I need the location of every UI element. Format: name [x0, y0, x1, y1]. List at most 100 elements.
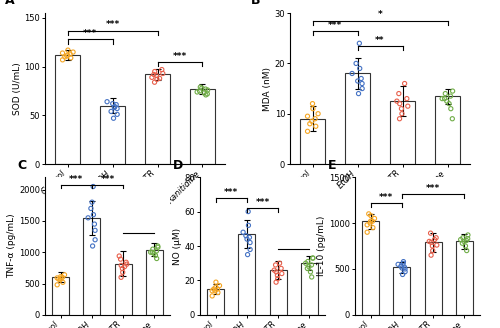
- Point: [354, 78, 362, 84]
- Point: [193, 89, 201, 94]
- Point: [122, 260, 130, 265]
- Point: [308, 119, 316, 124]
- Point: [107, 109, 115, 114]
- Point: [356, 41, 364, 46]
- Point: [152, 248, 160, 254]
- Point: [309, 106, 317, 111]
- Point: [398, 272, 406, 277]
- Point: [304, 113, 312, 119]
- Point: [306, 121, 314, 126]
- Point: [363, 230, 371, 235]
- Point: [358, 81, 366, 86]
- Point: [308, 274, 316, 279]
- Point: [123, 261, 131, 267]
- Point: [113, 112, 121, 117]
- Point: [208, 293, 216, 298]
- Point: [63, 53, 71, 59]
- Bar: [345, 73, 370, 164]
- Point: [428, 248, 436, 253]
- Text: ***: ***: [224, 188, 238, 197]
- Bar: [394, 267, 410, 315]
- Text: ***: ***: [426, 184, 440, 193]
- Point: [208, 288, 216, 293]
- Point: [204, 87, 212, 92]
- Point: [88, 199, 96, 205]
- Point: [274, 273, 281, 278]
- Point: [66, 51, 74, 57]
- Point: [398, 106, 406, 111]
- Point: [368, 218, 376, 224]
- Point: [309, 256, 317, 261]
- Point: [244, 252, 252, 257]
- Point: [115, 254, 123, 259]
- Y-axis label: TNF-α (pg/mL): TNF-α (pg/mL): [8, 214, 16, 278]
- Point: [196, 88, 203, 93]
- Point: [272, 269, 280, 275]
- Point: [90, 221, 98, 227]
- Point: [401, 266, 409, 272]
- Point: [425, 239, 433, 244]
- Point: [53, 275, 61, 280]
- Point: [364, 211, 372, 216]
- Point: [244, 223, 252, 228]
- Text: E: E: [328, 159, 336, 172]
- Point: [150, 80, 158, 85]
- Bar: [100, 106, 125, 164]
- Point: [120, 264, 128, 269]
- Bar: [114, 263, 132, 315]
- Point: [117, 263, 125, 268]
- Text: ***: ***: [69, 174, 84, 184]
- Bar: [55, 55, 80, 164]
- Point: [305, 264, 313, 269]
- Point: [358, 86, 366, 91]
- Point: [302, 260, 310, 266]
- Text: A: A: [6, 0, 15, 7]
- Point: [148, 75, 156, 80]
- Point: [110, 116, 118, 121]
- Point: [400, 264, 408, 270]
- Point: [214, 290, 222, 295]
- Point: [426, 231, 434, 236]
- Point: [61, 54, 69, 60]
- Point: [352, 61, 360, 66]
- Point: [400, 81, 408, 86]
- Point: [440, 96, 448, 101]
- Point: [398, 111, 406, 116]
- Point: [427, 253, 435, 258]
- Point: [311, 116, 319, 121]
- Point: [274, 276, 281, 281]
- Y-axis label: NO (μM): NO (μM): [172, 227, 182, 265]
- Point: [308, 262, 316, 268]
- Text: C: C: [18, 159, 26, 172]
- Point: [244, 209, 252, 214]
- Point: [84, 215, 92, 220]
- Point: [118, 266, 126, 271]
- Y-axis label: MDA (nM): MDA (nM): [262, 67, 272, 111]
- Point: [246, 235, 254, 240]
- Point: [442, 91, 450, 96]
- Y-axis label: IL-10 (pg/mL): IL-10 (pg/mL): [318, 216, 326, 276]
- Point: [212, 285, 220, 290]
- Text: *: *: [378, 10, 382, 19]
- Point: [204, 91, 212, 96]
- Point: [395, 91, 403, 96]
- Point: [202, 86, 209, 92]
- Point: [212, 279, 220, 285]
- Point: [278, 271, 286, 276]
- Text: ***: ***: [328, 21, 342, 30]
- Point: [110, 105, 118, 110]
- Point: [156, 76, 164, 81]
- Point: [396, 101, 404, 106]
- Point: [462, 243, 469, 249]
- Point: [89, 184, 97, 189]
- Point: [276, 260, 283, 266]
- Point: [116, 256, 124, 262]
- Point: [393, 98, 401, 104]
- Point: [308, 101, 316, 106]
- Point: [152, 256, 160, 261]
- Bar: [84, 218, 100, 315]
- Bar: [435, 96, 460, 164]
- Point: [54, 277, 62, 282]
- Bar: [300, 119, 325, 164]
- Point: [200, 90, 208, 95]
